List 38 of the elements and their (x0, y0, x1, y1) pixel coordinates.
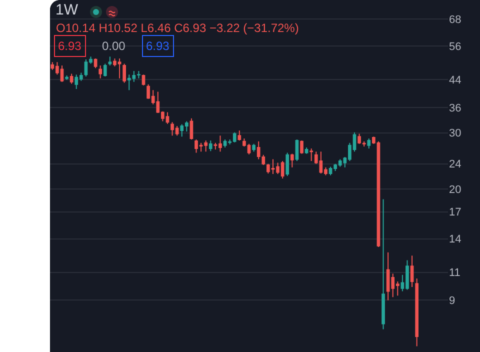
candlestick (103, 63, 107, 77)
candlestick (122, 63, 126, 84)
text: O10.14 H10.52 L6.46 C6.93 −3.22 (−31.72%) (56, 21, 299, 35)
y-tick-label: 14 (449, 234, 462, 246)
candlestick (98, 64, 102, 79)
candlestick (70, 73, 74, 84)
candlestick (65, 75, 68, 80)
candlestick (238, 130, 242, 141)
candlestick (300, 140, 304, 154)
candlestick (286, 152, 290, 176)
candlestick (310, 148, 314, 162)
candlestick (190, 118, 194, 140)
y-tick-label: 24 (449, 158, 462, 171)
y-tick-label: 36 (449, 102, 462, 114)
candlestick (94, 58, 98, 69)
y-tick-label: 56 (449, 40, 462, 53)
y-tick-label: 30 (449, 128, 462, 140)
candlestick (304, 146, 308, 154)
y-tick-label: 9 (449, 295, 456, 308)
annotation: 6.93 (146, 39, 170, 53)
candlestick (295, 138, 299, 162)
candlestick (367, 138, 371, 150)
y-tick-label: 20 (449, 184, 462, 196)
candlestick (252, 143, 256, 152)
chart-title: 1W (56, 2, 79, 18)
candlestick (108, 56, 112, 66)
y-tick-label: 11 (449, 267, 460, 280)
candlestick (208, 140, 212, 152)
y-tick-label: 44 (449, 74, 462, 86)
candlestick (410, 255, 414, 288)
candlestick (142, 74, 146, 86)
candlestick (415, 278, 419, 347)
candlestick (382, 198, 385, 330)
candlestick (290, 153, 294, 168)
annotation: 6.93 (58, 39, 82, 53)
annotation: 0.00 (102, 39, 126, 53)
y-tick-label: 68 (449, 14, 462, 26)
y-tick-label: 17 (449, 206, 462, 219)
